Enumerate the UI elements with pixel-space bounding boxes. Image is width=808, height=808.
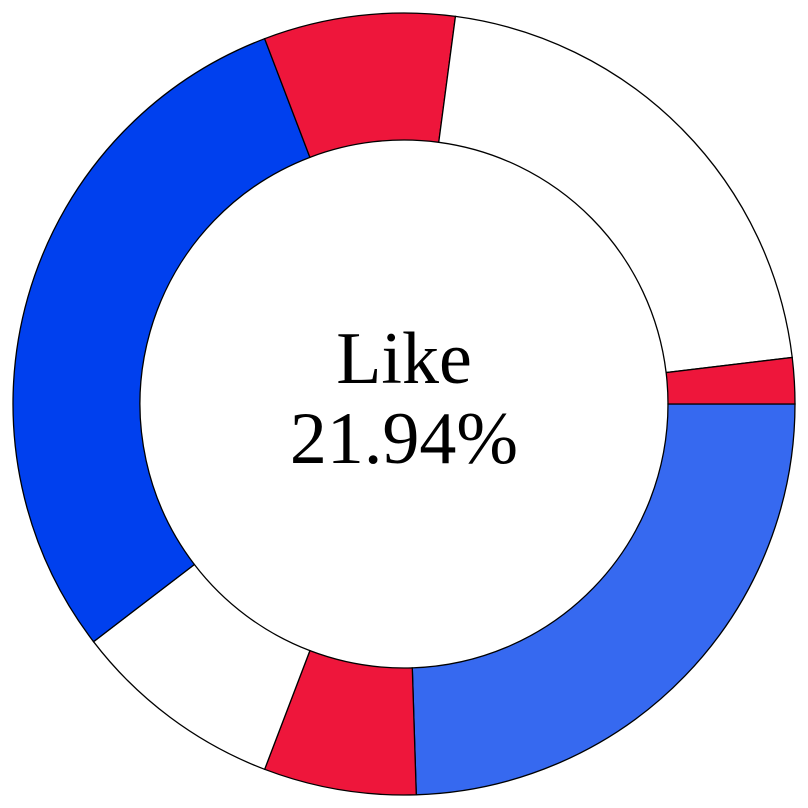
donut-slice-6: [438, 15, 793, 374]
center-label-value: 21.94%: [289, 398, 519, 480]
donut-slice-1: [411, 403, 796, 796]
donut-slice-4: [12, 37, 311, 643]
donut-slice-7: [665, 356, 796, 405]
center-label-name: Like: [336, 318, 472, 400]
